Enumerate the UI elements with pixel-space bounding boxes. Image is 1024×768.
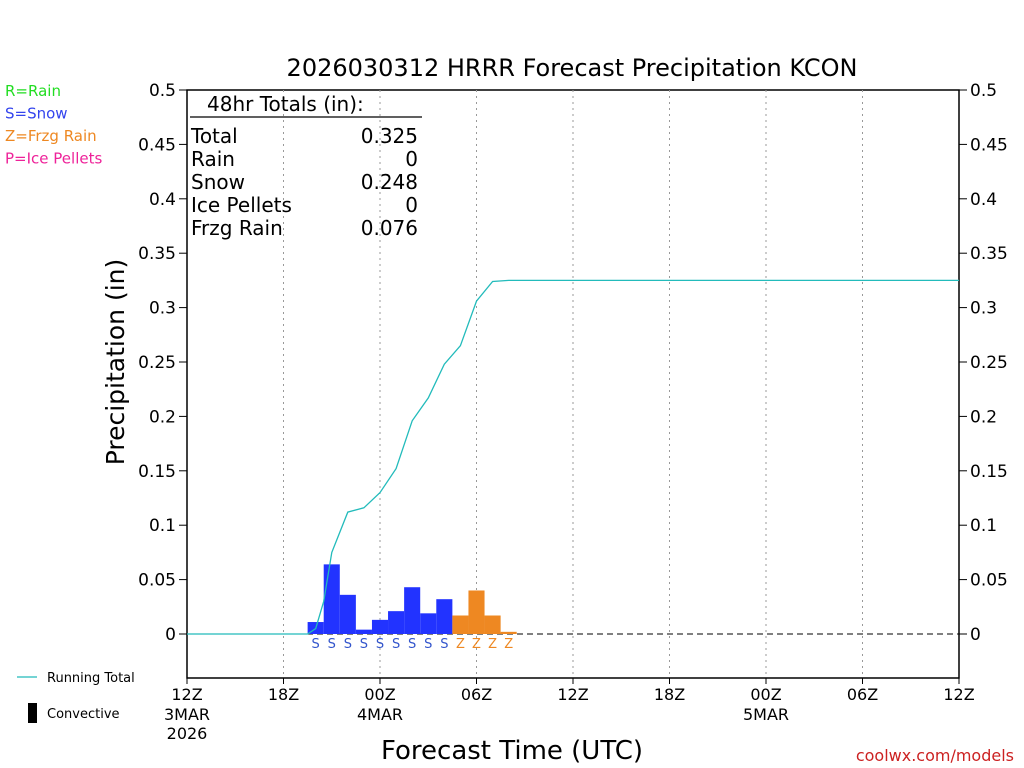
totals-box: 48hr Totals (in): Total 0.325 Rain 0 Snow 0.2…: [190, 92, 422, 240]
y-tick-label-right: 0.35: [970, 244, 1008, 264]
precip-type-label: Z: [456, 637, 465, 652]
precip-type-label: S: [328, 637, 336, 652]
running-total-line: [187, 279, 959, 635]
x-tick-label: 00Z: [364, 685, 395, 704]
x-axis-label: Forecast Time (UTC): [381, 736, 643, 766]
precip-bar: [371, 619, 389, 634]
totals-row-label: Ice Pellets: [191, 193, 292, 217]
legend-type-entry: R=Rain: [5, 82, 61, 100]
x-date-label: 5MAR: [743, 705, 789, 724]
precip-bar: [452, 615, 469, 634]
y-tick-label-left: 0.2: [149, 407, 176, 427]
totals-row-value: 0.325: [361, 124, 418, 148]
x-tick-label: 12Z: [943, 685, 974, 704]
precip-bar: [484, 615, 501, 634]
x-tick-label: 06Z: [461, 685, 492, 704]
precip-type-label: S: [424, 637, 432, 652]
totals-row-value: 0.248: [361, 170, 418, 194]
precip-type-label: S: [312, 637, 320, 652]
precip-type-label: S: [360, 637, 368, 652]
y-tick-label-right: 0.5: [970, 81, 997, 101]
precip-bar: [323, 564, 340, 634]
y-tick-label-left: 0.25: [138, 353, 176, 373]
y-tick-label-left: 0.35: [138, 244, 176, 264]
totals-row-value: 0: [405, 147, 418, 171]
y-tick-label-right: 0.15: [970, 462, 1008, 482]
totals-row-label: Total: [190, 124, 238, 148]
precip-type-legend: R=Rain S=Snow Z=Frzg Rain P=Ice Pellets: [5, 82, 102, 168]
y-tick-label-right: 0.3: [970, 299, 997, 319]
y-tick-label-right: 0.2: [970, 407, 997, 427]
precip-type-label: S: [408, 637, 416, 652]
y-tick-label-left: 0.45: [138, 135, 176, 155]
precip-bar: [355, 629, 372, 634]
legend-type-entry: P=Ice Pellets: [5, 150, 102, 168]
x-tick-label: 18Z: [654, 685, 685, 704]
y-tick-label-right: 0.45: [970, 135, 1008, 155]
totals-row-label: Snow: [191, 170, 245, 194]
precip-type-label: S: [376, 637, 384, 652]
hourly-precip-bars: [307, 564, 517, 634]
precip-bar: [404, 587, 421, 634]
y-tick-label-right: 0.1: [970, 516, 997, 536]
x-tick-label: 00Z: [750, 685, 781, 704]
y-tick-label-left: 0: [165, 625, 176, 645]
legend-bar-swatch: [28, 703, 37, 723]
precip-bar: [388, 611, 405, 634]
y-tick-label-left: 0.1: [149, 516, 176, 536]
precip-type-label: S: [344, 637, 352, 652]
y-tick-label-left: 0.3: [149, 299, 176, 319]
precip-bar: [339, 594, 356, 634]
totals-row-value: 0: [405, 193, 418, 217]
y-tick-label-right: 0.05: [970, 571, 1008, 591]
x-tick-label: 06Z: [847, 685, 878, 704]
precip-bar: [420, 613, 437, 634]
y-axis-label: Precipitation (in): [101, 259, 130, 466]
precip-type-label: Z: [472, 637, 481, 652]
legend-series-label: Convective: [47, 707, 120, 722]
precip-type-label: S: [440, 637, 448, 652]
legend-type-entry: Z=Frzg Rain: [5, 127, 97, 145]
precip-bar: [500, 631, 517, 634]
y-axis-ticks: 0.5 0.5 0.45 0.45 0.4 0.4 0.35 0.35 0.3 0.3 0.25 0.…: [138, 81, 1008, 645]
y-tick-label-right: 0.25: [970, 353, 1008, 373]
x-date-label: 3MAR: [164, 705, 210, 724]
x-tick-label: 12Z: [557, 685, 588, 704]
y-tick-label-left: 0.4: [149, 190, 176, 210]
x-tick-label: 18Z: [268, 685, 299, 704]
y-tick-label-right: 0: [970, 625, 981, 645]
totals-header: 48hr Totals (in):: [207, 92, 364, 116]
y-tick-label-left: 0.05: [138, 571, 176, 591]
y-tick-label-right: 0.4: [970, 190, 997, 210]
totals-row-value: 0.076: [361, 216, 418, 240]
precip-type-label: S: [392, 637, 400, 652]
precip-type-label: Z: [504, 637, 513, 652]
x-date-label: 4MAR: [357, 705, 403, 724]
y-tick-label-left: 0.15: [138, 462, 176, 482]
legend-type-entry: S=Snow: [5, 105, 68, 123]
x-date-label: 2026: [167, 724, 208, 743]
precip-bar: [468, 590, 485, 634]
y-tick-label-left: 0.5: [149, 81, 176, 101]
vertical-gridlines: [283, 90, 863, 678]
legend-series-label: Running Total: [47, 671, 135, 686]
chart-title: 2026030312 HRRR Forecast Precipitation K…: [287, 54, 858, 82]
series-legend: Running Total Convective: [17, 671, 135, 723]
credit-text: coolwx.com/models: [856, 746, 1014, 765]
totals-row-label: Rain: [191, 147, 235, 171]
totals-row-label: Frzg Rain: [191, 216, 283, 240]
x-tick-label: 12Z: [171, 685, 202, 704]
precip-bar: [436, 599, 453, 634]
precip-type-label: Z: [488, 637, 497, 652]
